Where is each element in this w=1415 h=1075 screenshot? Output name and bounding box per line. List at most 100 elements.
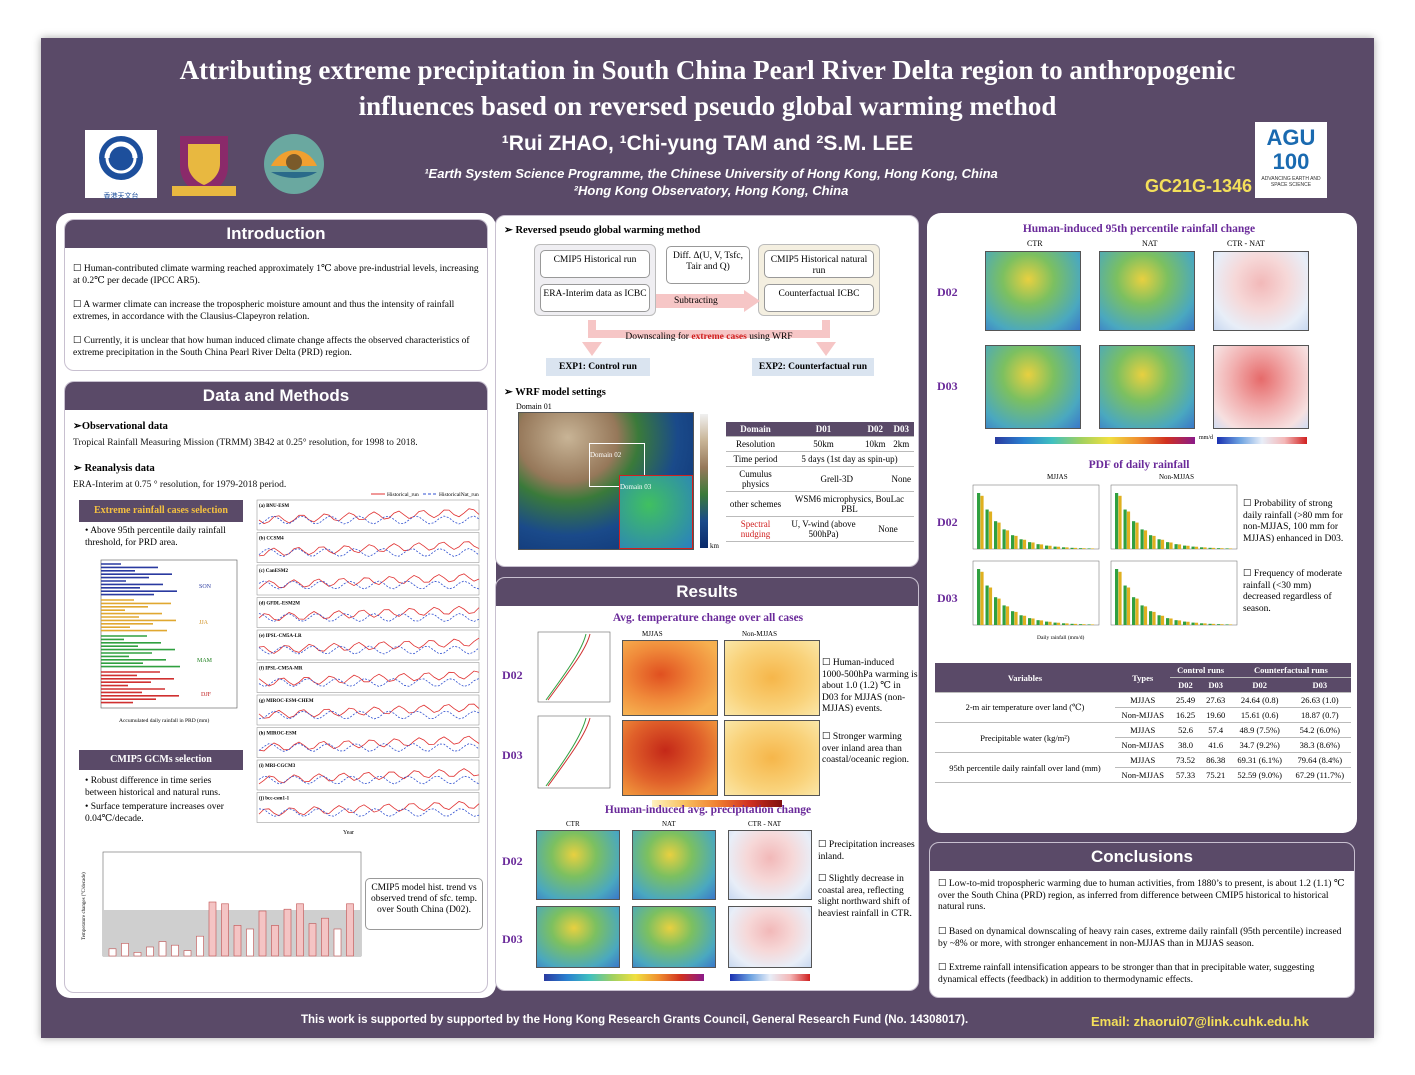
pdf-bar-nat	[1194, 546, 1199, 549]
pdf-bar-ctr	[1191, 622, 1195, 625]
trend-bar	[158, 941, 167, 957]
pdf-bar-nat	[980, 495, 984, 549]
pdf-bar-ctr	[1200, 623, 1204, 625]
pdf-bar-nat	[997, 522, 1001, 549]
pdf-bar-ctr	[1087, 548, 1091, 549]
pdf-bar-ctr	[985, 585, 989, 625]
pdf-bar-nat	[1143, 530, 1148, 549]
cuhk-logo	[168, 130, 240, 198]
conclusions-section: Conclusions ☐ Low-to-mid tropospheric wa…	[929, 842, 1355, 998]
ts-model-label: (b) CCSM4	[259, 537, 284, 542]
pdf-bar-ctr	[1217, 624, 1221, 625]
conclusions-heading: Conclusions	[930, 843, 1354, 871]
pdf-bar-ctr	[1062, 623, 1066, 625]
pdf-bar-ctr	[1166, 618, 1170, 625]
affiliation-1: ¹Earth System Science Programme, the Chi…	[424, 166, 998, 181]
ts-nat-line	[258, 775, 480, 785]
pdf-bar-nat	[1118, 571, 1122, 625]
precip-change-title: Human-induced avg. precipitation change	[604, 804, 812, 816]
pdf-bar-ctr	[1183, 621, 1187, 625]
poster-title-line2: influences based on reversed pseudo glob…	[358, 91, 1057, 121]
trend-bar	[246, 928, 254, 957]
poster-id: GC21G-1346	[1145, 176, 1253, 196]
authors: ¹Rui ZHAO, ¹Chi-yung TAM and ²S.M. LEE	[501, 132, 914, 155]
season-jja: JJA	[199, 620, 209, 626]
results-heading: Results	[496, 578, 918, 606]
season-son: SON	[199, 584, 212, 590]
pdf-bullet-1: ☐ Probability of strong daily rainfall (…	[1243, 499, 1344, 544]
pdf-bar-ctr	[1070, 623, 1074, 625]
pct-map-d03-ctr	[985, 345, 1081, 429]
pdf-bar-nat	[1065, 547, 1069, 549]
pdf-bar-nat	[1082, 624, 1086, 625]
pdf-bar-ctr	[1183, 545, 1187, 549]
legend-nat: HistoricalNat_run	[439, 492, 479, 498]
rpgw-section: ➢ Reversed pseudo global warming method …	[495, 215, 919, 567]
extreme-cases-heading: Extreme rainfall cases selection	[79, 500, 243, 522]
contact-email[interactable]: Email: zhaorui07@link.cuhk.edu.hk	[1091, 1014, 1309, 1029]
ts-hist-line	[258, 541, 480, 557]
pdf-d03-label: D03	[937, 591, 958, 605]
pdf-bar-ctr	[1079, 624, 1083, 625]
pdf-bar-nat	[1073, 547, 1078, 549]
trend-bar	[296, 903, 304, 957]
trend-bar	[146, 946, 154, 957]
ts-nat-line	[258, 743, 480, 752]
temp-map-d03-mjjas	[622, 720, 718, 796]
diff-box: Diff. Δ(U, V, Tsfc, Tair and Q)	[666, 246, 750, 284]
pdf-nonmjjas-label: Non-MJJAS	[1159, 473, 1195, 481]
pdf-bar-nat	[1031, 618, 1035, 625]
counterfactual-icbc-box: Counterfactual ICBC	[764, 284, 874, 312]
right-column: Human-induced 95th percentile rainfall c…	[927, 213, 1357, 833]
pdf-bar-ctr	[1028, 618, 1032, 625]
pdf-bar-nat	[1039, 620, 1044, 625]
pdf-bar-nat	[1143, 606, 1148, 625]
trend-bar	[183, 950, 192, 957]
pdf-bar-ctr	[1208, 547, 1212, 549]
methods-heading: Data and Methods	[65, 382, 487, 410]
cmip-bullet-1: • Robust difference in time series betwe…	[85, 776, 221, 798]
subtract-arrow	[656, 290, 760, 312]
pct-map-d02-ctr	[985, 251, 1081, 331]
extreme-cases-chart: SON JJA MAM DJF Accumulated daily rainfa…	[100, 559, 238, 724]
rpgw-heading: ➢ Reversed pseudo global warming method	[504, 225, 701, 236]
pdf-bar-ctr	[1217, 548, 1221, 549]
pct-d02-label: D02	[937, 285, 958, 299]
ts-nat-line	[258, 645, 480, 655]
pdf-bar-nat	[1090, 624, 1095, 625]
pdf-bar-ctr	[1045, 545, 1049, 549]
pdf-bar-nat	[1169, 618, 1173, 625]
pdf-bar-ctr	[1002, 605, 1006, 625]
temp-d03-label: D03	[502, 748, 523, 762]
trend-bar	[208, 901, 217, 957]
trend-bar	[121, 943, 129, 957]
pdf-bar-nat	[1073, 623, 1078, 625]
pdf-bar-ctr	[985, 509, 989, 549]
trend-ylabel: Temperature changes (°C/decade)	[82, 872, 87, 940]
ext-xlabel: Accumulated daily rainfall in PRD (mm)	[119, 717, 209, 724]
pdf-bar-nat	[1228, 624, 1233, 625]
trend-bar-chart: Temperature changes (°C/decade)	[82, 851, 362, 957]
ts-hist-line	[258, 670, 480, 687]
pdf-bar-ctr	[1011, 611, 1015, 625]
pdf-bar-ctr	[1157, 615, 1161, 625]
ts-model-label: (e) IPSL-CM5A-LR	[259, 634, 302, 639]
pdf-bar-ctr	[1225, 548, 1229, 549]
precip-d02-label: D02	[502, 854, 523, 868]
terrain-unit: km	[710, 542, 719, 550]
agu-logo: AGU 100 ADVANCING EARTH AND SPACE SCIENC…	[1255, 122, 1327, 198]
exp2-label: EXP2: Counterfactual run	[752, 358, 874, 376]
pdf-bar-ctr	[994, 521, 998, 549]
precip-map-d03-diff	[728, 906, 812, 968]
ts-nat-line	[258, 808, 480, 817]
era-icbc-box: ERA-Interim data as ICBC	[540, 284, 650, 312]
pdf-bar-ctr	[1019, 539, 1023, 549]
precip-diff-colorbar	[730, 974, 810, 981]
pdf-bar-ctr	[1087, 624, 1091, 625]
domain-title: Domain 01	[516, 402, 552, 411]
pdf-bar-nat	[1005, 530, 1010, 549]
pdf-bar-nat	[1152, 611, 1156, 625]
pdf-bar-nat	[988, 511, 993, 549]
precip-colorbar	[544, 974, 704, 981]
pdf-bar-nat	[1056, 622, 1061, 625]
